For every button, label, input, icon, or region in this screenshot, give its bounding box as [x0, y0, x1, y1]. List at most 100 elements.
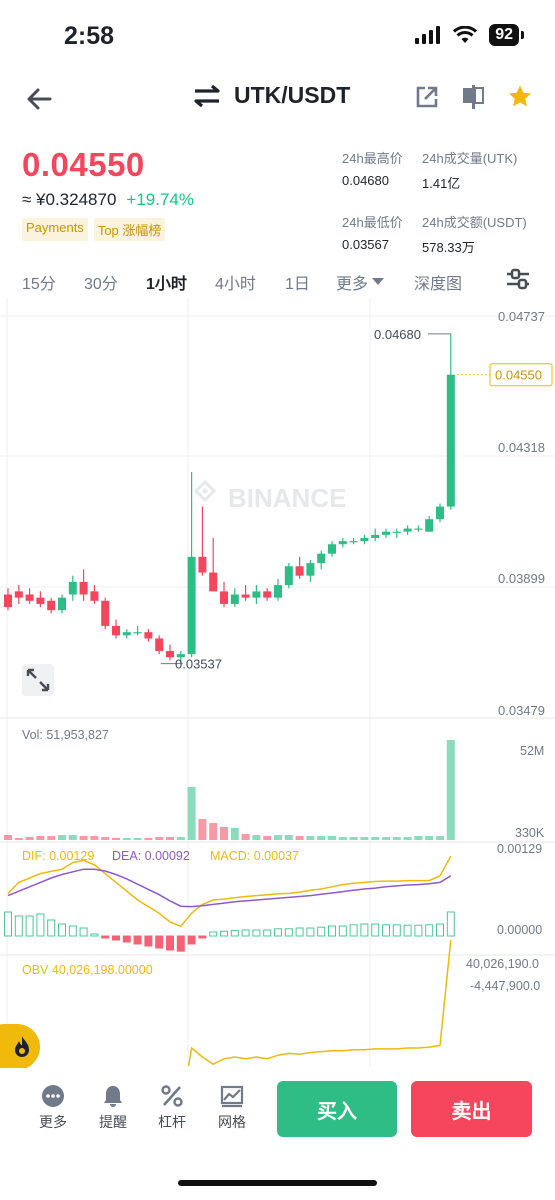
caret-down-icon [372, 278, 385, 285]
macd-histogram-bar [360, 923, 369, 937]
tab-30m[interactable]: 30分 [84, 276, 118, 293]
more-dots-icon [42, 1085, 64, 1107]
macd-histogram-bar [220, 930, 228, 937]
candle-body [425, 519, 434, 532]
candle-body [68, 581, 77, 595]
status-icons: 92 [415, 24, 524, 46]
alert-tool-label: 提醒 [99, 1114, 127, 1130]
volume-bar [220, 827, 228, 840]
candle-body [230, 594, 239, 604]
volume-bar [58, 835, 66, 840]
swap-icon [194, 84, 220, 107]
volume-bar [68, 835, 77, 840]
macd-histogram-bar [436, 923, 444, 937]
stat-low: 24h最低价 0.03567 [342, 212, 422, 274]
candle-body [101, 600, 110, 626]
candle-body [284, 566, 293, 586]
grid-tool[interactable]: 网格 [209, 1084, 255, 1132]
volume-bar [436, 836, 444, 840]
margin-tool[interactable]: 杠杆 [149, 1084, 195, 1132]
macd-histogram-bar [47, 919, 56, 937]
volume-bar [425, 836, 434, 840]
volume-panel: Vol: 51,953,827 52M 330K [4, 728, 545, 840]
macd-histogram-bar [274, 928, 282, 937]
candle-body [144, 632, 153, 639]
volume-bar [112, 838, 120, 840]
home-indicator[interactable] [178, 1180, 377, 1186]
more-tool[interactable]: 更多 [30, 1084, 76, 1132]
status-time: 2:58 [64, 22, 115, 50]
volume-bar [230, 828, 239, 840]
current-price-label: 0.04550 [495, 368, 542, 383]
candle-body [274, 585, 282, 598]
status-bar: 2:58 92 [0, 0, 555, 70]
candle-body [220, 591, 228, 604]
candles [4, 333, 455, 664]
tab-1d[interactable]: 1日 [285, 276, 310, 293]
volume-bar [403, 837, 412, 840]
watermark-text: BINANCE [228, 483, 346, 513]
low-price-label: 0.03537 [175, 657, 222, 672]
stat-high: 24h最高价 0.04680 [342, 148, 422, 210]
tab-more-label: 更多 [336, 276, 369, 293]
price-axis-label: 0.03899 [498, 571, 545, 586]
pair-selector[interactable]: UTK/USDT [192, 82, 350, 109]
price-change: +19.74% [126, 190, 195, 209]
alert-tool[interactable]: 提醒 [90, 1084, 136, 1132]
volume-bar [155, 837, 164, 840]
stats-grid: 24h最高价 0.04680 24h成交量(UTK) 1.41亿 24h最低价 … [342, 148, 552, 274]
macd-histogram-bar [112, 935, 120, 941]
floating-activity-button[interactable] [0, 1024, 40, 1070]
tab-more[interactable]: 更多 [336, 270, 385, 294]
star-icon[interactable] [507, 84, 533, 110]
candle-body [263, 591, 272, 598]
stat-label: 24h最高价 [342, 151, 403, 166]
chart-settings-icon[interactable] [505, 266, 531, 292]
price-axis: 0.04737 0.04318 0.03899 0.03479 [498, 309, 545, 718]
macd-histogram-bar [425, 924, 434, 937]
expand-icon [26, 668, 50, 692]
candle-body [209, 572, 218, 592]
volume-bar [36, 836, 45, 840]
volume-bar [414, 836, 423, 840]
fullscreen-button[interactable] [22, 664, 54, 696]
macd-histogram-bar [122, 935, 131, 943]
back-arrow-icon[interactable] [22, 82, 56, 116]
macd-label: DEA: 0.00092 [112, 849, 190, 863]
compare-icon[interactable] [461, 84, 485, 110]
candle-body [133, 632, 142, 634]
watermark: BINANCE [193, 479, 346, 513]
tab-1h[interactable]: 1小时 [146, 276, 187, 293]
candle-body [176, 654, 185, 658]
macd-histogram-bar [198, 935, 207, 939]
obv-line [7, 939, 452, 1114]
nav-actions [415, 84, 533, 110]
candle-body [166, 651, 174, 658]
tab-4h[interactable]: 4小时 [215, 276, 256, 293]
tab-depth[interactable]: 深度图 [414, 276, 463, 293]
macd-histogram-bar [176, 935, 185, 952]
candle-body [382, 531, 390, 535]
sell-button[interactable]: 卖出 [411, 1081, 532, 1137]
volume-bar [14, 838, 23, 840]
buy-button[interactable]: 买入 [277, 1081, 397, 1137]
tag-top-gainers[interactable]: Top 涨幅榜 [93, 218, 166, 241]
price-axis-label: 0.04318 [498, 440, 545, 455]
chart-area[interactable]: BINANCE 0.04680 0.03537 0.04550 0.04737 0.0… [0, 298, 555, 1114]
candle-body [79, 581, 88, 595]
tag-payments[interactable]: Payments [22, 218, 88, 241]
macd-histogram-bar [14, 915, 23, 937]
volume-bar [392, 837, 401, 840]
candle-body [436, 506, 444, 520]
macd-histogram-bar [317, 926, 326, 937]
tab-15m[interactable]: 15分 [22, 276, 56, 293]
high-price-label: 0.04680 [374, 327, 421, 342]
share-icon[interactable] [415, 85, 439, 109]
volume-bar [306, 836, 315, 840]
volume-axis-top: 52M [520, 744, 544, 758]
candle-body [295, 566, 304, 576]
volume-bar [241, 834, 250, 840]
volume-bar [317, 836, 326, 840]
obv-axis-top: 40,026,190.0 [466, 957, 539, 971]
